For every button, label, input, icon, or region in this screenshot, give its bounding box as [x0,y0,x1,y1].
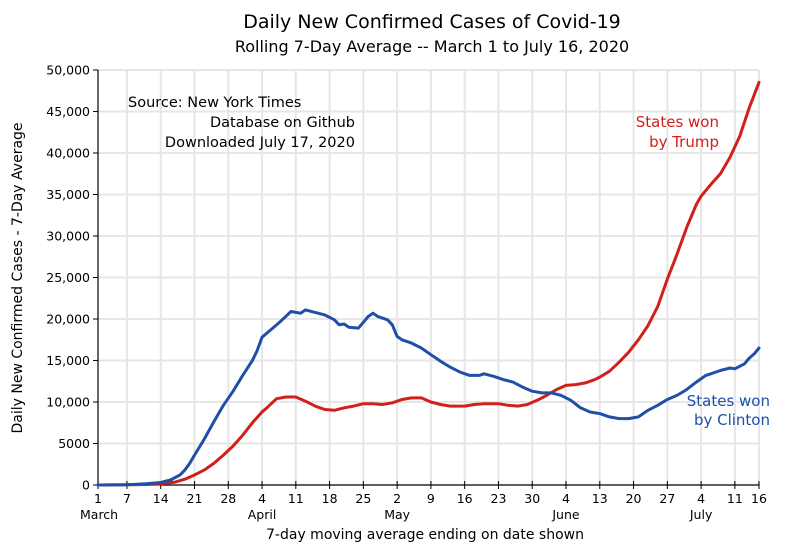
month-label: May [384,507,410,522]
trump-label-line-1: States won [636,113,719,131]
x-tick-label: 16 [457,491,473,506]
source-line-1: Source: New York Times [128,95,301,111]
x-tick-label: 4 [697,491,705,506]
x-tick-label: 7 [123,491,131,506]
y-tick-label: 40,000 [46,146,90,161]
source-annotation: Source: New York Times Database on Githu… [128,95,355,151]
y-tick-label: 5000 [58,436,90,451]
source-line-3: Downloaded July 17, 2020 [165,135,355,151]
trump-series-line [96,80,761,487]
x-tick-label: 23 [491,491,507,506]
x-tick-label: 28 [220,491,236,506]
x-tick-label: 2 [393,491,401,506]
y-tick-label: 35,000 [46,187,90,202]
y-axis-ticks: 0 5000 10,000 15,000 20,000 25,000 30,000 35,00… [46,63,98,493]
series-lines [96,80,761,487]
y-axis-title: Daily New Confirmed Cases - 7-Day Averag… [10,122,26,433]
chart-subtitle: Rolling 7-Day Average -- March 1 to July… [235,37,629,56]
x-tick-label: 4 [562,491,570,506]
x-tick-label: 4 [258,491,266,506]
month-label: April [248,507,277,522]
clinton-label-line-2: by Clinton [694,411,770,429]
y-tick-label: 30,000 [46,229,90,244]
chart-title: Daily New Confirmed Cases of Covid-19 [243,11,621,33]
x-tick-label: 11 [288,491,304,506]
month-label: March [80,507,118,522]
x-tick-label: 18 [322,491,338,506]
y-tick-label: 25,000 [46,270,90,285]
month-label: June [551,507,580,522]
x-tick-label: 21 [187,491,203,506]
y-tick-label: 10,000 [46,395,90,410]
y-tick-label: 15,000 [46,353,90,368]
month-label: July [689,507,713,522]
x-tick-label: 1 [94,491,102,506]
trump-label-line-2: by Trump [649,133,719,151]
x-tick-label: 20 [626,491,642,506]
source-line-2: Database on Github [210,115,355,131]
x-tick-label: 30 [524,491,540,506]
x-tick-label: 11 [727,491,743,506]
clinton-label-line-1: States won [687,392,770,410]
y-tick-label: 50,000 [46,63,90,78]
x-tick-label: 13 [592,491,608,506]
x-tick-label: 27 [659,491,675,506]
x-tick-label: 9 [427,491,435,506]
grid [98,69,760,485]
y-tick-label: 45,000 [46,104,90,119]
clinton-series-label: States won by Clinton [687,392,770,429]
clinton-series-line [96,308,761,487]
y-tick-label: 0 [82,478,90,493]
x-axis-title: 7-day moving average ending on date show… [266,527,584,543]
trump-series-label: States won by Trump [636,113,719,151]
y-tick-label: 20,000 [46,312,90,327]
x-tick-label: 16 [751,491,767,506]
x-axis-ticks: 1 7 14 21 28 4 11 18 25 2 9 16 23 30 4 13 20 27 4 11 16 March… [80,481,767,522]
x-tick-label: 25 [355,491,371,506]
x-tick-label: 14 [153,491,169,506]
